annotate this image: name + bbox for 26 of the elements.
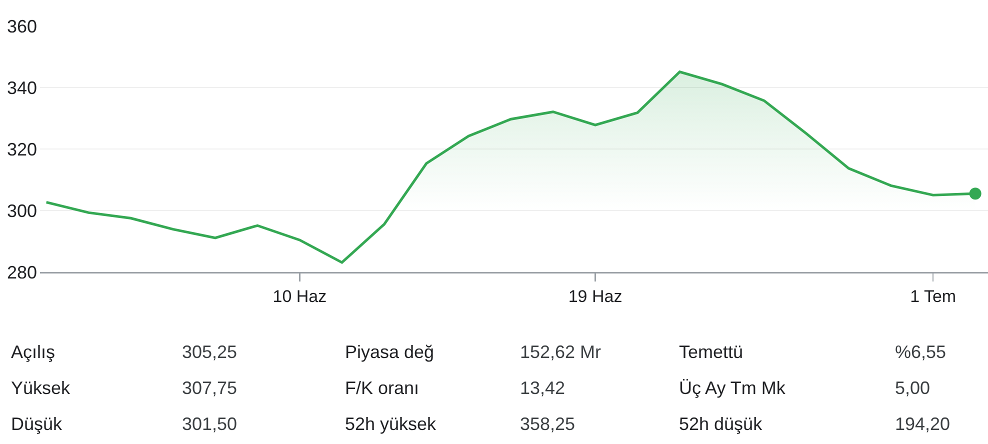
text: 307,75 — [182, 378, 238, 398]
y-tick-label: 360 — [6, 16, 37, 36]
text: 52h düşük — [679, 414, 764, 434]
text: Piyasa değ — [345, 342, 436, 362]
text: 52h yüksek — [345, 414, 438, 434]
text: Yüksek — [11, 378, 72, 398]
text: 305,25 — [182, 342, 238, 362]
x-tick-label: 19 Haz — [568, 286, 622, 306]
text: 13,42 — [520, 378, 566, 398]
text: 5,00 — [895, 378, 932, 398]
y-tick-label: 340 — [6, 78, 37, 98]
y-tick-label: 320 — [6, 139, 37, 160]
text: 152,62 Mr — [520, 342, 602, 362]
x-tick-label: 10 Haz — [272, 286, 327, 306]
y-tick-label: 300 — [6, 200, 37, 221]
x-tick-label: 1 Tem — [910, 286, 956, 306]
text: 358,25 — [520, 414, 576, 434]
text: 194,20 — [895, 414, 950, 434]
y-tick-label: 280 — [6, 262, 37, 282]
text: Düşük — [11, 414, 64, 434]
text: Açılış — [11, 342, 56, 362]
text: %6,55 — [895, 342, 948, 362]
text: Üç Ay Tm Mk — [679, 378, 786, 398]
text: 301,50 — [182, 414, 238, 434]
text: Temettü — [679, 342, 744, 362]
text: F/K oranı — [345, 378, 420, 398]
